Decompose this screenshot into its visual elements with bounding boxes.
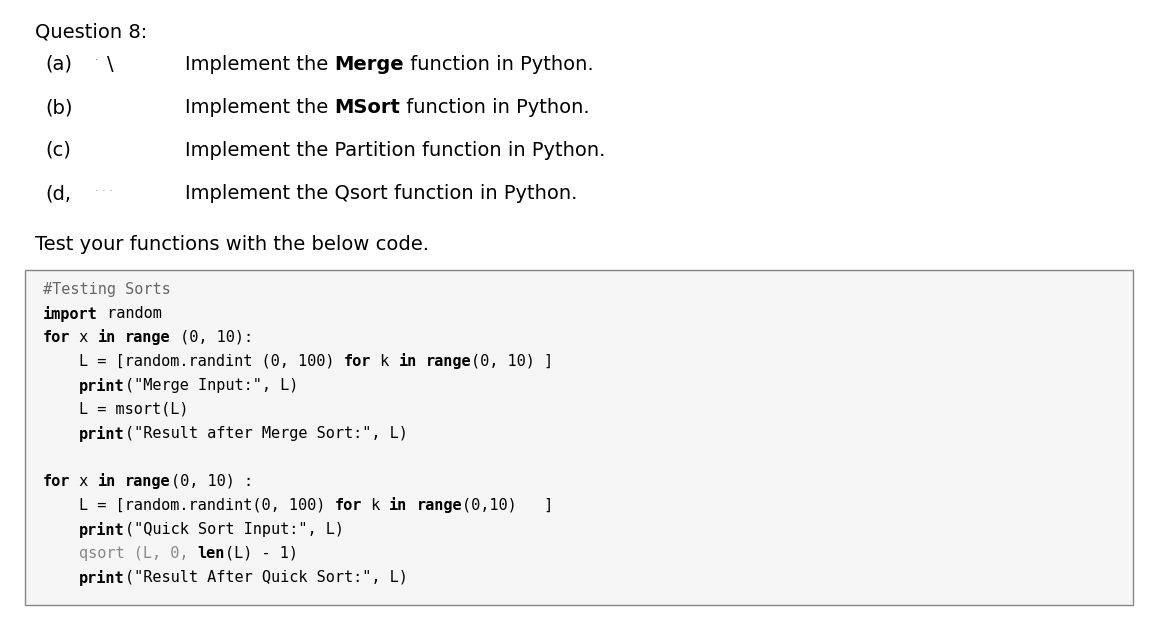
Text: Question 8:: Question 8: [35,22,147,41]
Text: for: for [343,354,371,369]
Text: print: print [79,570,124,586]
Text: print: print [79,522,124,538]
Text: for: for [43,474,71,489]
Text: (L) - 1): (L) - 1) [225,546,298,561]
Text: (0, 10) :: (0, 10) : [171,474,253,489]
Text: (d,: (d, [45,184,71,203]
Text: #Testing Sorts: #Testing Sorts [43,282,171,297]
Text: (b): (b) [45,98,72,117]
Text: MSort: MSort [334,98,400,117]
Text: for: for [43,330,71,345]
Text: Implement the Partition function in Python.: Implement the Partition function in Pyth… [184,141,606,160]
Text: function in Python.: function in Python. [404,55,594,74]
Text: ("Result After Quick Sort:", L): ("Result After Quick Sort:", L) [124,570,407,585]
Text: Merge: Merge [334,55,404,74]
Text: range: range [416,498,462,513]
Text: (0, 10):: (0, 10): [171,330,253,345]
Text: print: print [79,378,124,394]
Text: x: x [71,474,97,489]
Text: range: range [426,354,471,369]
Text: Test your functions with the below code.: Test your functions with the below code. [35,235,429,254]
Text: Implement the Qsort function in Python.: Implement the Qsort function in Python. [184,184,578,203]
Text: L = msort(L): L = msort(L) [79,402,188,417]
Text: len: len [197,546,225,561]
Text: (0, 10) ]: (0, 10) ] [471,354,553,369]
Text: ("Quick Sort Input:", L): ("Quick Sort Input:", L) [124,522,343,537]
Text: range: range [125,330,171,345]
Text: (0,10)   ]: (0,10) ] [462,498,553,513]
Text: for: for [334,498,362,513]
Text: x: x [71,330,97,345]
Text: ·: · [95,55,99,65]
Text: in: in [398,354,416,369]
Text: Implement the: Implement the [184,55,334,74]
Text: range: range [125,474,171,489]
Text: (a): (a) [45,55,72,74]
Text: in: in [390,498,407,513]
Text: k: k [362,498,390,513]
Text: print: print [79,426,124,442]
Text: in: in [97,330,116,345]
Text: Implement the: Implement the [184,98,334,117]
Text: qsort (L, 0,: qsort (L, 0, [79,546,197,561]
Text: \: \ [107,55,114,74]
Text: L = [random.randint(0, 100): L = [random.randint(0, 100) [79,498,334,513]
Text: k: k [371,354,398,369]
Text: L = [random.randint (0, 100): L = [random.randint (0, 100) [79,354,343,369]
Text: function in Python.: function in Python. [400,98,590,117]
Text: ("Result after Merge Sort:", L): ("Result after Merge Sort:", L) [124,426,407,441]
Text: (c): (c) [45,141,71,160]
Text: · · ·: · · · [95,186,113,196]
Text: in: in [97,474,116,489]
Text: ("Merge Input:", L): ("Merge Input:", L) [124,378,298,393]
FancyBboxPatch shape [26,270,1133,605]
Text: import: import [43,306,97,322]
Text: random: random [97,306,161,321]
